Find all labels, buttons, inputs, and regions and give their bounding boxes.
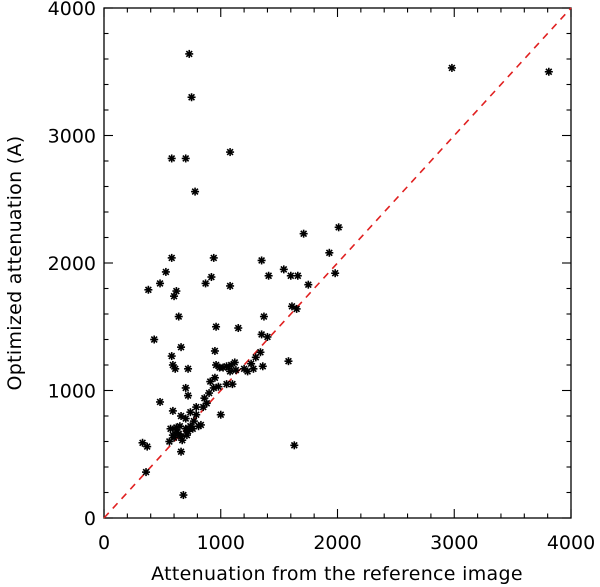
data-point bbox=[257, 256, 266, 265]
x-tick-label: 1000 bbox=[197, 532, 245, 554]
axis-ticks bbox=[103, 7, 572, 519]
data-point bbox=[189, 417, 198, 426]
data-point bbox=[177, 343, 186, 352]
data-point bbox=[192, 403, 201, 412]
tick-labels: 0 1000 2000 3000 4000 0 1000 2000 3000 4000 bbox=[48, 0, 596, 554]
x-axis-label: Attenuation from the reference image bbox=[151, 563, 523, 585]
data-point bbox=[144, 285, 153, 294]
data-point bbox=[192, 410, 201, 419]
data-point bbox=[209, 253, 218, 262]
data-point bbox=[202, 399, 211, 408]
x-tick-label: 3000 bbox=[430, 532, 478, 554]
data-point bbox=[156, 279, 165, 288]
data-point bbox=[226, 148, 235, 157]
data-point bbox=[251, 353, 260, 362]
data-point bbox=[263, 332, 272, 341]
data-point bbox=[234, 324, 243, 333]
y-tick-label: 1000 bbox=[48, 381, 96, 403]
data-point bbox=[177, 412, 186, 420]
data-point bbox=[447, 63, 456, 72]
data-point bbox=[207, 273, 216, 282]
data-point bbox=[184, 364, 193, 373]
data-point bbox=[143, 442, 152, 451]
data-point bbox=[178, 436, 187, 445]
data-point bbox=[168, 406, 177, 415]
y-tick-label: 0 bbox=[84, 508, 96, 530]
data-point bbox=[167, 154, 176, 163]
data-point bbox=[325, 248, 334, 257]
data-point bbox=[167, 352, 176, 361]
data-point bbox=[196, 420, 205, 429]
x-tick-label: 4000 bbox=[547, 532, 595, 554]
data-point bbox=[210, 346, 219, 355]
data-point bbox=[167, 253, 176, 262]
data-point bbox=[226, 281, 235, 290]
data-point bbox=[172, 423, 181, 432]
data-point bbox=[279, 265, 288, 274]
data-point bbox=[174, 312, 183, 321]
data-point bbox=[205, 389, 214, 398]
data-point bbox=[293, 271, 302, 280]
x-tick-label: 0 bbox=[98, 532, 110, 554]
data-points bbox=[138, 49, 553, 500]
data-point bbox=[177, 447, 186, 456]
y-axis-label: Optimized attenuation (A) bbox=[4, 135, 26, 390]
y-tick-label: 4000 bbox=[48, 0, 96, 20]
data-point bbox=[334, 223, 343, 232]
data-point bbox=[258, 362, 267, 371]
data-point bbox=[228, 380, 237, 389]
data-point bbox=[171, 364, 180, 373]
y-tick-label: 2000 bbox=[48, 253, 96, 275]
data-point bbox=[191, 187, 200, 196]
x-tick-label: 2000 bbox=[313, 532, 361, 554]
data-point bbox=[170, 292, 179, 301]
data-point bbox=[161, 267, 170, 276]
data-point bbox=[230, 358, 239, 367]
data-point bbox=[226, 367, 235, 376]
data-point bbox=[210, 373, 219, 382]
data-point bbox=[286, 271, 295, 280]
data-point bbox=[299, 229, 308, 238]
data-point bbox=[181, 414, 190, 423]
data-point bbox=[256, 348, 265, 357]
data-point bbox=[181, 154, 190, 163]
data-point bbox=[184, 391, 193, 400]
data-point bbox=[184, 427, 193, 436]
data-point bbox=[165, 437, 174, 446]
data-point bbox=[185, 49, 194, 58]
data-point bbox=[243, 367, 252, 376]
identity-reference-line bbox=[103, 7, 572, 519]
data-point bbox=[212, 322, 221, 331]
data-point bbox=[290, 441, 299, 450]
data-point bbox=[150, 335, 159, 344]
data-point bbox=[187, 93, 196, 102]
data-point bbox=[156, 397, 165, 406]
data-point bbox=[264, 271, 273, 280]
data-point bbox=[259, 312, 268, 321]
data-point bbox=[142, 468, 151, 477]
data-point bbox=[216, 410, 225, 419]
data-point bbox=[292, 304, 301, 313]
data-point bbox=[284, 357, 293, 366]
data-point bbox=[206, 377, 215, 386]
data-point bbox=[179, 491, 188, 500]
data-point bbox=[331, 269, 340, 278]
data-point bbox=[544, 67, 553, 76]
data-point bbox=[181, 383, 190, 392]
data-point bbox=[231, 366, 240, 375]
data-point bbox=[201, 279, 210, 288]
data-point bbox=[304, 280, 313, 289]
y-tick-label: 3000 bbox=[48, 126, 96, 148]
data-point bbox=[214, 382, 223, 391]
